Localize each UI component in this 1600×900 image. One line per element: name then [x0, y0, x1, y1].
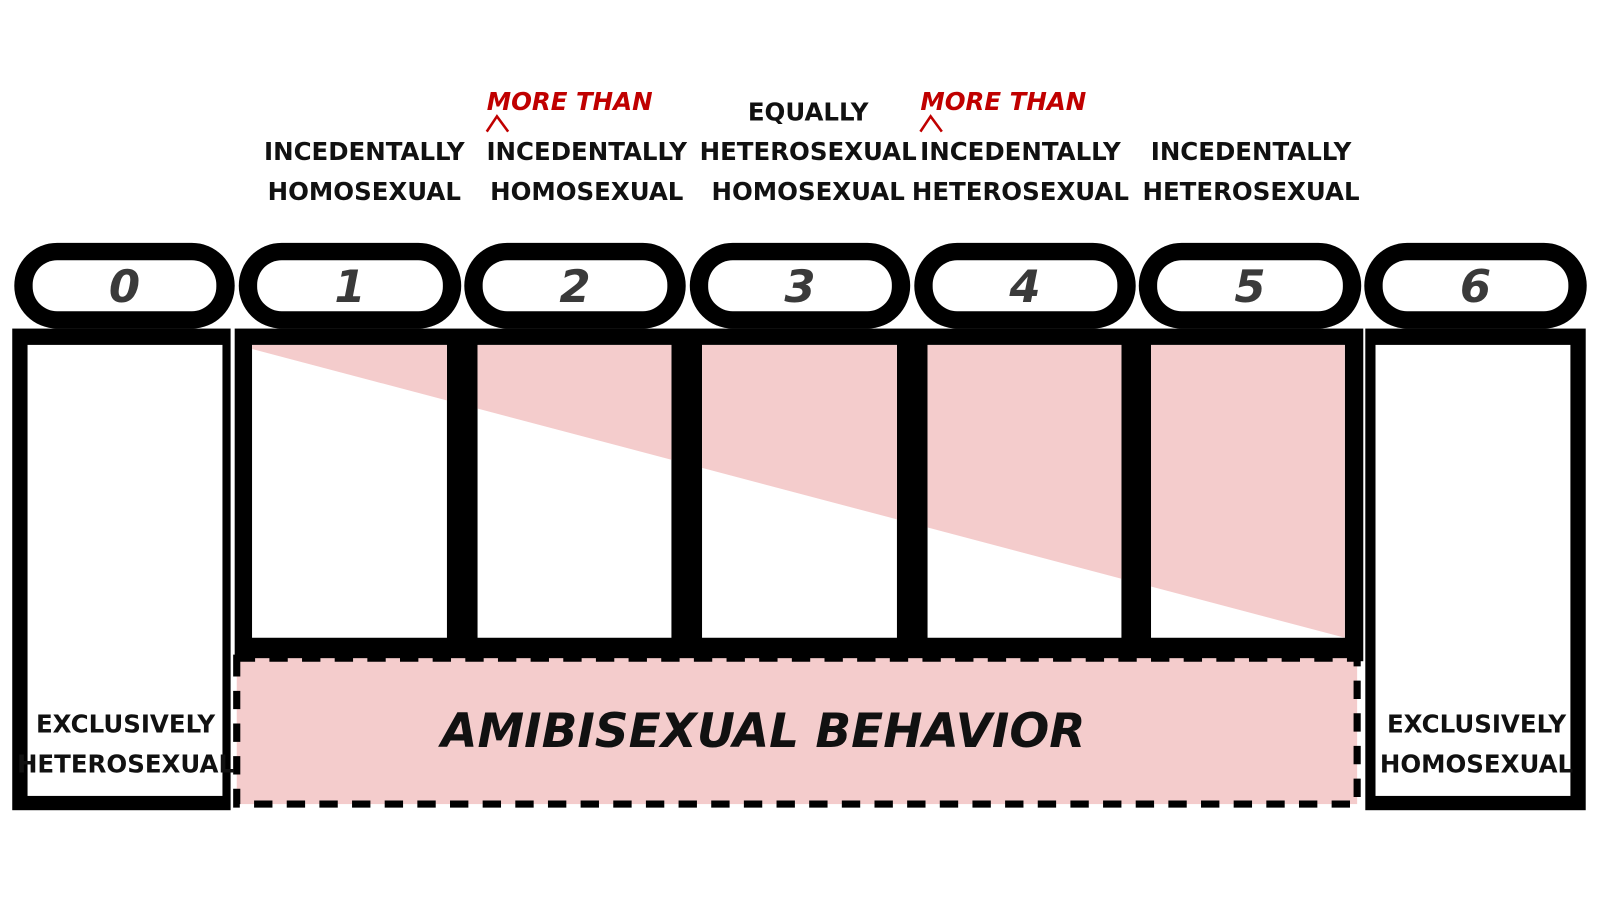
top-label: HETEROSEXUAL — [1142, 177, 1359, 206]
scale-number: 3 — [784, 260, 815, 313]
column-inner — [27, 344, 223, 796]
top-label: INCEDENTALLY — [486, 137, 687, 166]
column-inner — [252, 344, 447, 638]
insert-caret — [919, 114, 943, 133]
scale-pill-inner — [257, 260, 443, 312]
scale-pill-inner — [708, 260, 892, 312]
top-label: HOMOSEXUAL — [268, 177, 461, 206]
insert-caret — [485, 114, 510, 133]
top-label: INCEDENTALLY — [264, 137, 465, 166]
top-label: HETEROSEXUAL — [700, 137, 917, 166]
scale-pill-inner — [32, 260, 217, 312]
scale-number: 1 — [334, 260, 365, 313]
scale-pill-inner — [1157, 260, 1343, 312]
top-label: INCEDENTALLY — [1151, 137, 1352, 166]
top-label: HOMOSEXUAL — [712, 177, 905, 206]
scale-number: 6 — [1460, 260, 1491, 313]
top-label: EQUALLY — [748, 97, 869, 126]
top-label: HOMOSEXUAL — [490, 177, 683, 206]
scale-number: 0 — [109, 260, 140, 313]
bottom-label: EXCLUSIVELY — [1387, 710, 1566, 739]
ambisexual-band — [233, 654, 1361, 808]
scale-number: 2 — [559, 260, 590, 313]
scale-number: 5 — [1234, 260, 1265, 313]
column-inner — [1375, 344, 1571, 796]
top-label: HETEROSEXUAL — [912, 177, 1129, 206]
scale-pill-inner — [932, 260, 1118, 312]
annotation: MORE THAN — [920, 87, 1086, 116]
scale-pill-inner — [482, 260, 668, 312]
scale-number: 4 — [1008, 260, 1040, 313]
center-label: AMIBISEXUAL BEHAVIOR — [437, 704, 1085, 759]
scale-pill-inner — [1382, 260, 1569, 312]
bottom-label: HETEROSEXUAL — [17, 749, 234, 778]
bottom-label: EXCLUSIVELY — [36, 710, 215, 739]
bottom-label: HOMOSEXUAL — [1380, 749, 1573, 778]
annotation: MORE THAN — [487, 87, 653, 116]
gradient-wedge — [252, 344, 1345, 638]
top-label: INCEDENTALLY — [920, 137, 1121, 166]
